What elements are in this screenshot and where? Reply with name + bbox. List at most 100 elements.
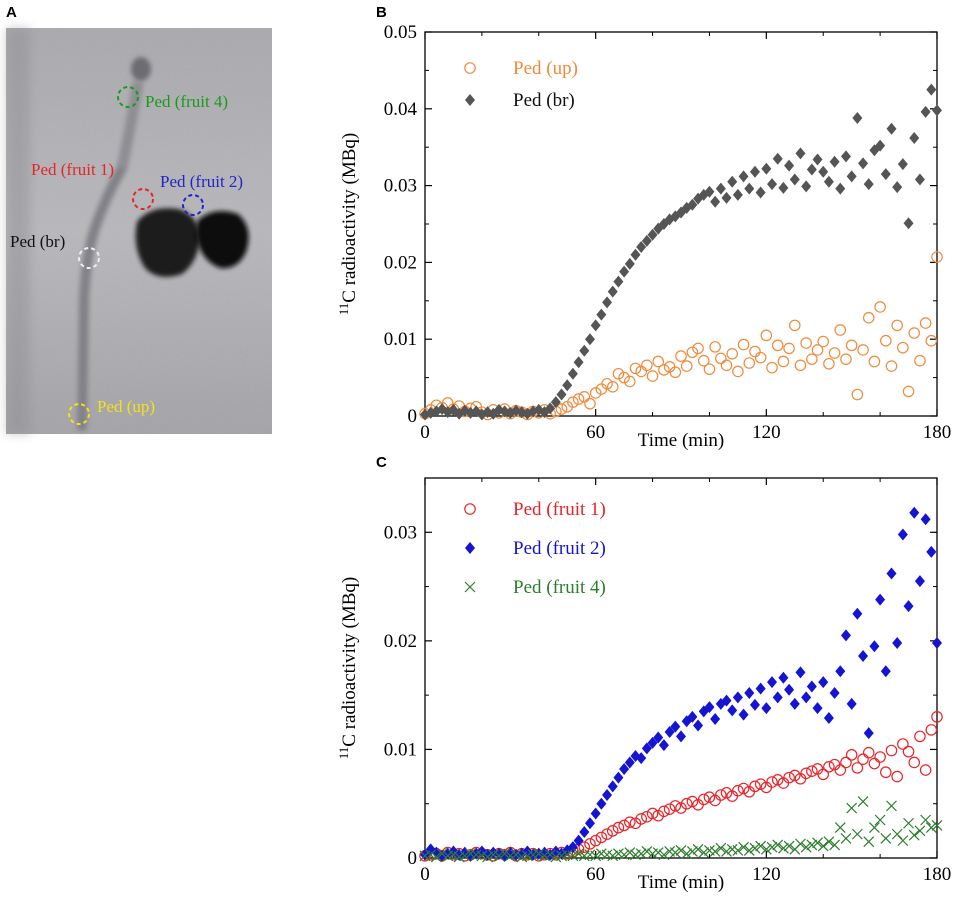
data-point xyxy=(857,753,869,765)
data-point xyxy=(903,217,914,230)
data-point xyxy=(868,355,881,368)
series-ped-fruit-2 xyxy=(420,506,942,862)
data-point xyxy=(646,807,659,820)
data-point xyxy=(823,175,834,188)
data-point xyxy=(806,839,818,851)
data-point xyxy=(704,701,715,714)
data-point xyxy=(862,311,875,324)
data-point xyxy=(726,347,738,360)
data-point xyxy=(647,228,658,241)
data-point xyxy=(675,844,687,856)
data-point xyxy=(874,301,886,313)
data-point xyxy=(619,265,630,278)
data-point xyxy=(920,105,931,118)
data-point xyxy=(686,795,699,808)
data-point xyxy=(721,846,732,857)
y-axis-title-superscript: 11 xyxy=(336,303,351,316)
data-point xyxy=(573,356,584,369)
data-point xyxy=(914,825,926,837)
data-point xyxy=(619,762,630,775)
data-point xyxy=(687,710,698,723)
data-point xyxy=(914,575,925,588)
data-point xyxy=(880,665,891,678)
y-tick-label: 0.04 xyxy=(384,99,418,120)
data-point xyxy=(772,691,783,704)
legend-entry: Ped (fruit 1) xyxy=(464,499,606,520)
data-point xyxy=(795,666,806,679)
data-point xyxy=(851,388,864,401)
data-point xyxy=(584,817,595,830)
data-point xyxy=(767,676,778,689)
y-tick-label: 0.01 xyxy=(384,329,417,350)
data-point xyxy=(624,756,635,769)
data-point xyxy=(755,682,766,695)
legend-entry: Ped (up) xyxy=(464,58,578,79)
data-point xyxy=(749,780,761,793)
data-point xyxy=(607,285,618,298)
data-point xyxy=(834,324,847,336)
data-point xyxy=(857,796,869,807)
data-point xyxy=(885,744,898,757)
data-point xyxy=(761,702,772,715)
data-point xyxy=(606,381,619,393)
data-point xyxy=(641,359,653,372)
data-point xyxy=(767,178,778,191)
data-point xyxy=(862,746,875,759)
data-point xyxy=(572,393,585,405)
data-point xyxy=(721,191,732,204)
legend-entry: Ped (br) xyxy=(465,90,575,111)
label-ped-up: Ped (up) xyxy=(97,397,155,416)
data-point xyxy=(556,388,567,401)
legend-label: Ped (fruit 2) xyxy=(513,538,606,559)
x-tick-label: 60 xyxy=(586,864,605,885)
data-point xyxy=(545,402,556,415)
data-point xyxy=(829,686,840,699)
data-point xyxy=(875,593,886,606)
data-point xyxy=(573,834,584,847)
data-point xyxy=(903,600,914,613)
data-point xyxy=(715,789,727,801)
y-axis-title: 11C radioactivity (MBq) xyxy=(336,133,360,315)
data-point xyxy=(641,846,653,857)
data-point xyxy=(834,822,846,834)
data-point xyxy=(840,833,852,844)
data-point xyxy=(784,683,795,696)
data-point xyxy=(829,155,840,168)
data-point xyxy=(903,817,914,829)
data-point xyxy=(851,828,863,840)
data-point xyxy=(783,840,795,852)
data-point xyxy=(806,353,818,365)
series-ped-br xyxy=(420,83,942,421)
data-point xyxy=(658,805,670,818)
roi-circle-up xyxy=(68,403,90,425)
data-point xyxy=(630,248,641,261)
data-point xyxy=(914,354,926,367)
data-point xyxy=(737,338,750,351)
y-tick-label: 0.01 xyxy=(384,739,417,760)
data-point xyxy=(715,352,727,365)
data-point xyxy=(778,181,789,194)
data-point xyxy=(584,838,596,850)
data-point xyxy=(613,275,624,288)
roi-circle-br xyxy=(78,247,100,269)
data-point xyxy=(845,749,858,761)
data-point xyxy=(533,848,545,860)
data-point xyxy=(789,697,800,710)
data-point xyxy=(697,354,710,367)
legend-marker xyxy=(464,62,476,74)
data-point xyxy=(636,241,647,254)
data-point xyxy=(720,787,733,799)
data-point xyxy=(430,851,442,863)
data-point xyxy=(857,344,869,356)
y-axis-title-text: C radioactivity (MBq) xyxy=(339,577,360,747)
data-point xyxy=(459,850,471,862)
data-point xyxy=(709,846,721,857)
data-point xyxy=(771,339,784,352)
data-point xyxy=(801,691,812,704)
data-point xyxy=(766,776,778,788)
legend-label: Ped (fruit 4) xyxy=(513,577,606,598)
data-point xyxy=(590,850,602,862)
data-point xyxy=(754,351,767,364)
x-axis-title: Time (min) xyxy=(638,430,724,451)
data-point xyxy=(880,168,891,181)
